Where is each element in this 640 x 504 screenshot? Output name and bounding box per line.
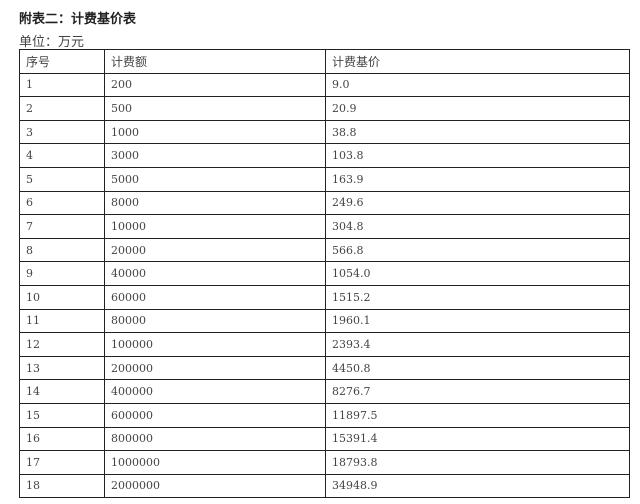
cell-fee-amount: 10000: [104, 214, 326, 239]
cell-base-price: 4450.8: [325, 355, 630, 381]
table-row: 17 1000000 18793.8: [19, 450, 630, 475]
cell-base-price: 9.0: [325, 72, 630, 98]
cell-index: 2: [19, 96, 105, 121]
header-index: 序号: [19, 49, 105, 74]
table-row: 9 40000 1054.0: [19, 261, 630, 286]
table-row: 1 200 9.0: [19, 72, 630, 98]
unit-label: 单位：万元: [19, 35, 85, 50]
table-row: 14 400000 8276.7: [19, 379, 630, 404]
cell-fee-amount: 8000: [104, 190, 326, 216]
cell-index: 7: [19, 214, 105, 239]
cell-index: 15: [19, 402, 105, 428]
cell-base-price: 15391.4: [325, 426, 630, 452]
cell-index: 10: [19, 284, 105, 310]
cell-index: 11: [19, 308, 105, 334]
cell-index: 1: [19, 72, 105, 98]
cell-index: 6: [19, 190, 105, 216]
cell-base-price: 34948.9: [325, 473, 630, 499]
cell-index: 17: [19, 450, 105, 475]
table-row: 5 5000 163.9: [19, 166, 630, 192]
cell-fee-amount: 2000000: [104, 473, 326, 499]
cell-base-price: 163.9: [325, 166, 630, 192]
cell-base-price: 249.6: [325, 190, 630, 216]
cell-fee-amount: 200000: [104, 355, 326, 381]
cell-fee-amount: 1000: [104, 119, 326, 145]
cell-fee-amount: 400000: [104, 379, 326, 404]
cell-base-price: 1054.0: [325, 261, 630, 286]
table-row: 7 10000 304.8: [19, 214, 630, 239]
table-row: 12 100000 2393.4: [19, 332, 630, 357]
cell-base-price: 11897.5: [325, 402, 630, 428]
cell-index: 8: [19, 237, 105, 263]
cell-base-price: 38.8: [325, 119, 630, 145]
cell-base-price: 18793.8: [325, 450, 630, 475]
cell-index: 3: [19, 119, 105, 145]
cell-fee-amount: 1000000: [104, 450, 326, 475]
cell-index: 14: [19, 379, 105, 404]
cell-fee-amount: 800000: [104, 426, 326, 452]
cell-fee-amount: 60000: [104, 284, 326, 310]
fee-base-price-table: 序号 计费额 计费基价 1 200 9.0 2 500 20.9 3 1000 38.8 4 300…: [19, 49, 630, 499]
table-row: 11 80000 1960.1: [19, 308, 630, 334]
cell-fee-amount: 500: [104, 96, 326, 121]
cell-fee-amount: 3000: [104, 143, 326, 168]
cell-index: 9: [19, 261, 105, 286]
cell-index: 18: [19, 473, 105, 499]
table-row: 10 60000 1515.2: [19, 284, 630, 310]
cell-fee-amount: 600000: [104, 402, 326, 428]
cell-fee-amount: 5000: [104, 166, 326, 192]
table-row: 4 3000 103.8: [19, 143, 630, 168]
cell-base-price: 8276.7: [325, 379, 630, 404]
cell-fee-amount: 40000: [104, 261, 326, 286]
cell-fee-amount: 200: [104, 72, 326, 98]
cell-fee-amount: 20000: [104, 237, 326, 263]
cell-fee-amount: 100000: [104, 332, 326, 357]
table-row: 18 2000000 34948.9: [19, 473, 630, 499]
cell-base-price: 1515.2: [325, 284, 630, 310]
table-row: 3 1000 38.8: [19, 119, 630, 145]
table-row: 13 200000 4450.8: [19, 355, 630, 381]
table-row: 2 500 20.9: [19, 96, 630, 121]
table-header-row: 序号 计费额 计费基价: [19, 49, 630, 74]
cell-index: 16: [19, 426, 105, 452]
cell-base-price: 304.8: [325, 214, 630, 239]
document-title: 附表二：计费基价表: [19, 12, 137, 27]
table-row: 8 20000 566.8: [19, 237, 630, 263]
cell-index: 5: [19, 166, 105, 192]
cell-base-price: 1960.1: [325, 308, 630, 334]
table-row: 16 800000 15391.4: [19, 426, 630, 452]
cell-base-price: 103.8: [325, 143, 630, 168]
cell-index: 13: [19, 355, 105, 381]
cell-fee-amount: 80000: [104, 308, 326, 334]
cell-index: 12: [19, 332, 105, 357]
header-base-price: 计费基价: [325, 49, 630, 74]
cell-base-price: 566.8: [325, 237, 630, 263]
cell-base-price: 20.9: [325, 96, 630, 121]
cell-base-price: 2393.4: [325, 332, 630, 357]
header-fee-amount: 计费额: [104, 49, 326, 74]
table-row: 6 8000 249.6: [19, 190, 630, 216]
cell-index: 4: [19, 143, 105, 168]
table-row: 15 600000 11897.5: [19, 402, 630, 428]
